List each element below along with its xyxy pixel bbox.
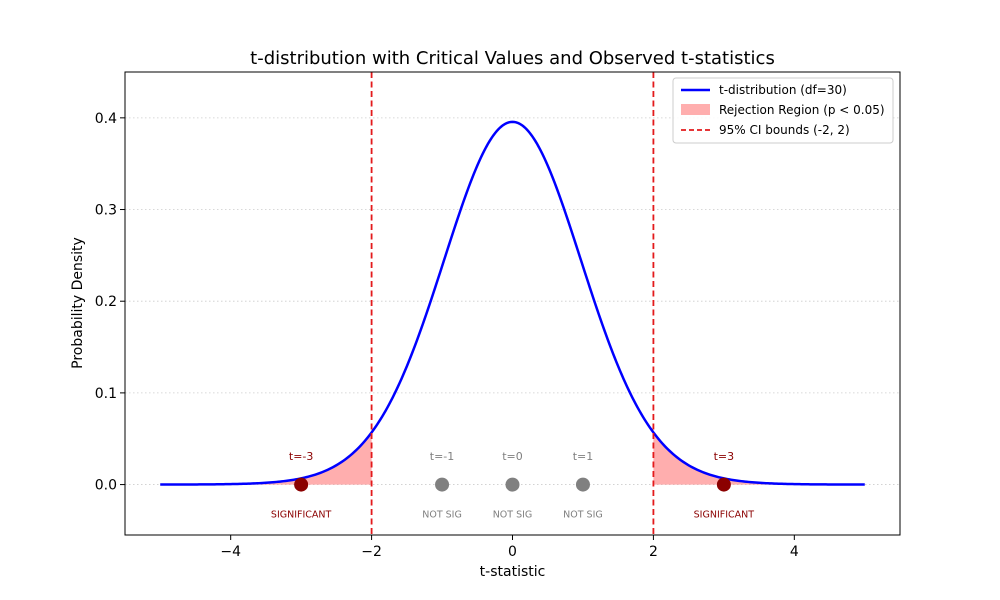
observed-point-label: t=0: [502, 450, 523, 463]
y-axis-ticks: 0.0 0.1 0.2 0.3 0.4: [95, 111, 125, 494]
observed-point-label: t=-1: [430, 450, 455, 463]
observed-point-status: NOT SIG: [563, 510, 603, 521]
legend-label-rejection: Rejection Region (p < 0.05): [719, 103, 885, 117]
observed-point: [575, 477, 590, 492]
observed-point-label: t=3: [714, 450, 735, 463]
x-tick-label: −4: [220, 544, 241, 560]
y-tick-label: 0.2: [95, 294, 117, 310]
observed-point-status: SIGNIFICANT: [694, 510, 755, 521]
y-tick-label: 0.3: [95, 203, 117, 219]
observed-point-label: t=-3: [289, 450, 314, 463]
observed-point-status: SIGNIFICANT: [271, 510, 332, 521]
observed-point: [716, 477, 731, 492]
x-axis-ticks: −4 −2 0 2 4: [220, 535, 799, 560]
distribution-curve: [160, 120, 865, 486]
y-tick-label: 0.4: [95, 111, 117, 127]
legend-label-distribution: t-distribution (df=30): [719, 83, 847, 97]
observed-point: [505, 477, 520, 492]
chart-title: t-distribution with Critical Values and …: [250, 48, 775, 69]
legend: t-distribution (df=30) Rejection Region …: [672, 77, 894, 144]
rejection-regions: [160, 432, 865, 485]
y-axis-title: Probability Density: [70, 237, 86, 369]
rejection-region-right: [653, 432, 865, 485]
legend-label-ci: 95% CI bounds (-2, 2): [719, 123, 850, 137]
legend-patch-swatch: [681, 104, 710, 115]
x-tick-label: 2: [649, 544, 658, 560]
distribution-curve-group: [160, 120, 865, 486]
x-tick-label: 4: [790, 544, 799, 560]
observed-point-label: t=1: [573, 450, 594, 463]
legend-box: [672, 77, 894, 144]
y-tick-label: 0.0: [95, 478, 117, 494]
observed-point-status: NOT SIG: [493, 510, 533, 521]
observed-point: [294, 477, 309, 492]
rejection-region-left: [160, 432, 372, 485]
x-tick-label: −2: [361, 544, 382, 560]
x-axis-title: t-statistic: [480, 564, 546, 580]
observed-point-status: NOT SIG: [422, 510, 462, 521]
critical-lines: [370, 72, 655, 535]
observed-point: [435, 477, 450, 492]
observed-points: t=-3 SIGNIFICANT t=-1 NOT SIG t=0 NOT SIG t=1 N…: [271, 450, 754, 521]
y-tick-label: 0.1: [95, 386, 117, 402]
x-tick-label: 0: [508, 544, 517, 560]
